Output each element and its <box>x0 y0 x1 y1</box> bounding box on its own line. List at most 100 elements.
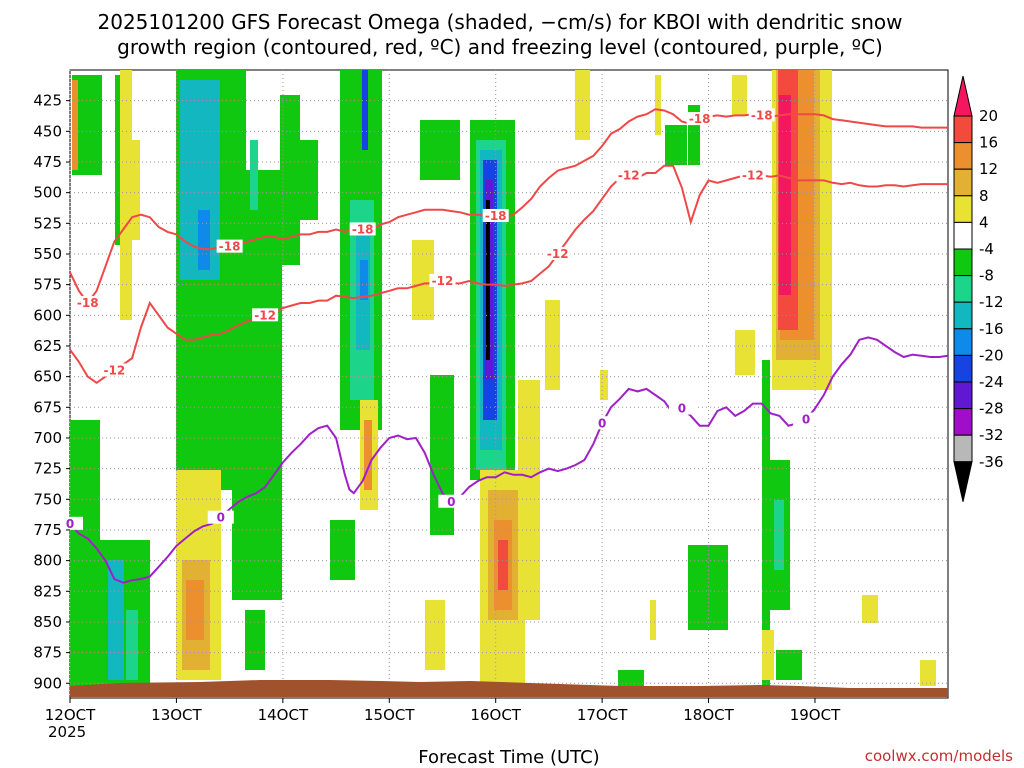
x-axis: 12OCT 13OCT 14OCT 15OCT 16OCT 17OCT 18OCT 19OCT <box>45 698 841 724</box>
x-tick-label: 16OCT <box>470 706 521 724</box>
omega-cell <box>486 200 490 360</box>
freezing-level-label-bg <box>668 401 695 415</box>
y-tick-label: 875 <box>33 644 62 662</box>
freezing-level-label-bg <box>589 416 616 430</box>
y-tick-label: 625 <box>33 337 62 355</box>
freezing-level-label-bg <box>57 516 83 530</box>
omega-cell <box>232 170 282 600</box>
y-tick-label: 700 <box>33 429 62 447</box>
colorbar-swatch <box>953 354 973 383</box>
omega-cell <box>545 300 560 390</box>
x-tick-label: 19OCT <box>790 706 841 724</box>
y-tick-label: 900 <box>33 674 62 692</box>
colorbar-label: -20 <box>979 346 1004 364</box>
colorbar-label: -4 <box>979 240 994 258</box>
chart-title-line1: 2025101200 GFS Forecast Omega (shaded, −… <box>98 10 903 34</box>
y-tick-label: 475 <box>33 153 62 171</box>
x-axis-label: Forecast Time (UTC) <box>418 747 599 768</box>
omega-cell <box>360 260 368 300</box>
colorbar-label: -12 <box>979 293 1004 311</box>
omega-cell <box>735 330 755 375</box>
colorbar-label: 20 <box>979 107 998 125</box>
omega-cell <box>425 600 445 670</box>
colorbar-swatch <box>953 461 973 502</box>
omega-cell <box>762 360 770 690</box>
omega-cell <box>920 660 936 686</box>
omega-cell <box>420 120 460 180</box>
isotherm-minus12-label-bg <box>101 363 128 377</box>
colorbar-swatch <box>953 275 973 303</box>
omega-cell <box>198 210 210 270</box>
freezing-level-label-bg <box>438 494 465 508</box>
colorbar-label: -16 <box>979 320 1004 338</box>
colorbar-swatch <box>953 408 973 436</box>
x-tick-label: 12OCT <box>45 706 96 724</box>
omega-cell <box>120 70 132 320</box>
colorbar-label: -32 <box>979 426 1004 444</box>
isotherm-minus18-label: -18 <box>219 240 241 254</box>
isotherm-minus18-label-bg <box>216 239 243 253</box>
credit-link[interactable]: coolwx.com/models <box>865 747 1013 765</box>
y-tick-label: 825 <box>33 582 62 600</box>
y-tick-label: 650 <box>33 368 62 386</box>
colorbar-swatch <box>953 221 973 250</box>
omega-cell <box>776 650 802 680</box>
omega-cell <box>364 420 372 490</box>
colorbar: 20 16 12 8 4 -4 -8 -12 -16 -20 -24 -28 -32 -36 <box>953 75 1004 502</box>
omega-cell <box>280 95 300 265</box>
omega-cell <box>732 75 747 115</box>
colorbar-label: -36 <box>979 453 1004 471</box>
isotherm-minus18-label: -18 <box>689 112 711 126</box>
omega-cell <box>128 140 140 240</box>
y-tick-label: 850 <box>33 613 62 631</box>
omega-cell <box>575 70 590 140</box>
y-tick-label: 450 <box>33 122 62 140</box>
grid-lines <box>69 70 948 698</box>
isotherm-minus12 <box>70 164 948 385</box>
colorbar-swatch <box>953 168 973 197</box>
omega-cell <box>762 630 774 680</box>
omega-cell <box>412 240 434 320</box>
omega-cell <box>100 540 150 685</box>
isotherm-minus12-label-bg <box>429 273 456 287</box>
x-tick-label: 13OCT <box>151 706 202 724</box>
omega-cell <box>498 540 508 590</box>
colorbar-swatch <box>953 328 973 356</box>
freezing-level-label: 0 <box>217 511 225 525</box>
y-tick-label: 575 <box>33 276 62 294</box>
isotherm-minus18-label-bg <box>349 222 376 236</box>
isotherm-minus18-label: -18 <box>77 296 99 310</box>
isotherm-minus18-label-bg <box>748 108 775 122</box>
omega-cell <box>779 95 791 295</box>
y-tick-label: 500 <box>33 184 62 202</box>
isotherm-minus18-label: -18 <box>352 222 374 236</box>
isotherm-minus18-label: -18 <box>485 209 507 223</box>
colorbar-label: 16 <box>979 134 998 152</box>
omega-cell <box>330 520 355 580</box>
freezing-level-label: 0 <box>66 517 74 531</box>
x-tick-label: 18OCT <box>683 706 734 724</box>
omega-cell <box>126 610 138 680</box>
colorbar-swatch <box>953 142 973 170</box>
contours: -18 -18 -18 -18 -18 -18 -12 -12 -12 -12 -12 -12 0 0 0 0… <box>57 108 948 584</box>
freezing-level-label: 0 <box>447 495 455 509</box>
omega-cell <box>600 370 608 400</box>
omega-cell <box>362 70 368 150</box>
isotherm-minus12-label: -12 <box>547 247 569 261</box>
y-tick-label: 600 <box>33 306 62 324</box>
colorbar-swatch <box>953 195 973 223</box>
chart-title-line2: growth region (contoured, red, ºC) and f… <box>117 35 883 59</box>
colorbar-swatch <box>953 434 973 463</box>
isotherm-minus12-label: -12 <box>254 308 276 322</box>
isotherm-minus12-label: -12 <box>618 168 640 182</box>
freezing-level-label: 0 <box>678 402 686 416</box>
x-tick-label: 14OCT <box>258 706 309 724</box>
omega-cell <box>688 545 728 630</box>
isotherm-minus12-label-bg <box>252 308 279 322</box>
isotherm-minus12-label: -12 <box>432 274 454 288</box>
isotherm-minus18-label-bg <box>74 296 101 310</box>
omega-cell <box>665 125 687 165</box>
colorbar-swatch <box>953 381 973 410</box>
omega-cell <box>655 75 661 135</box>
